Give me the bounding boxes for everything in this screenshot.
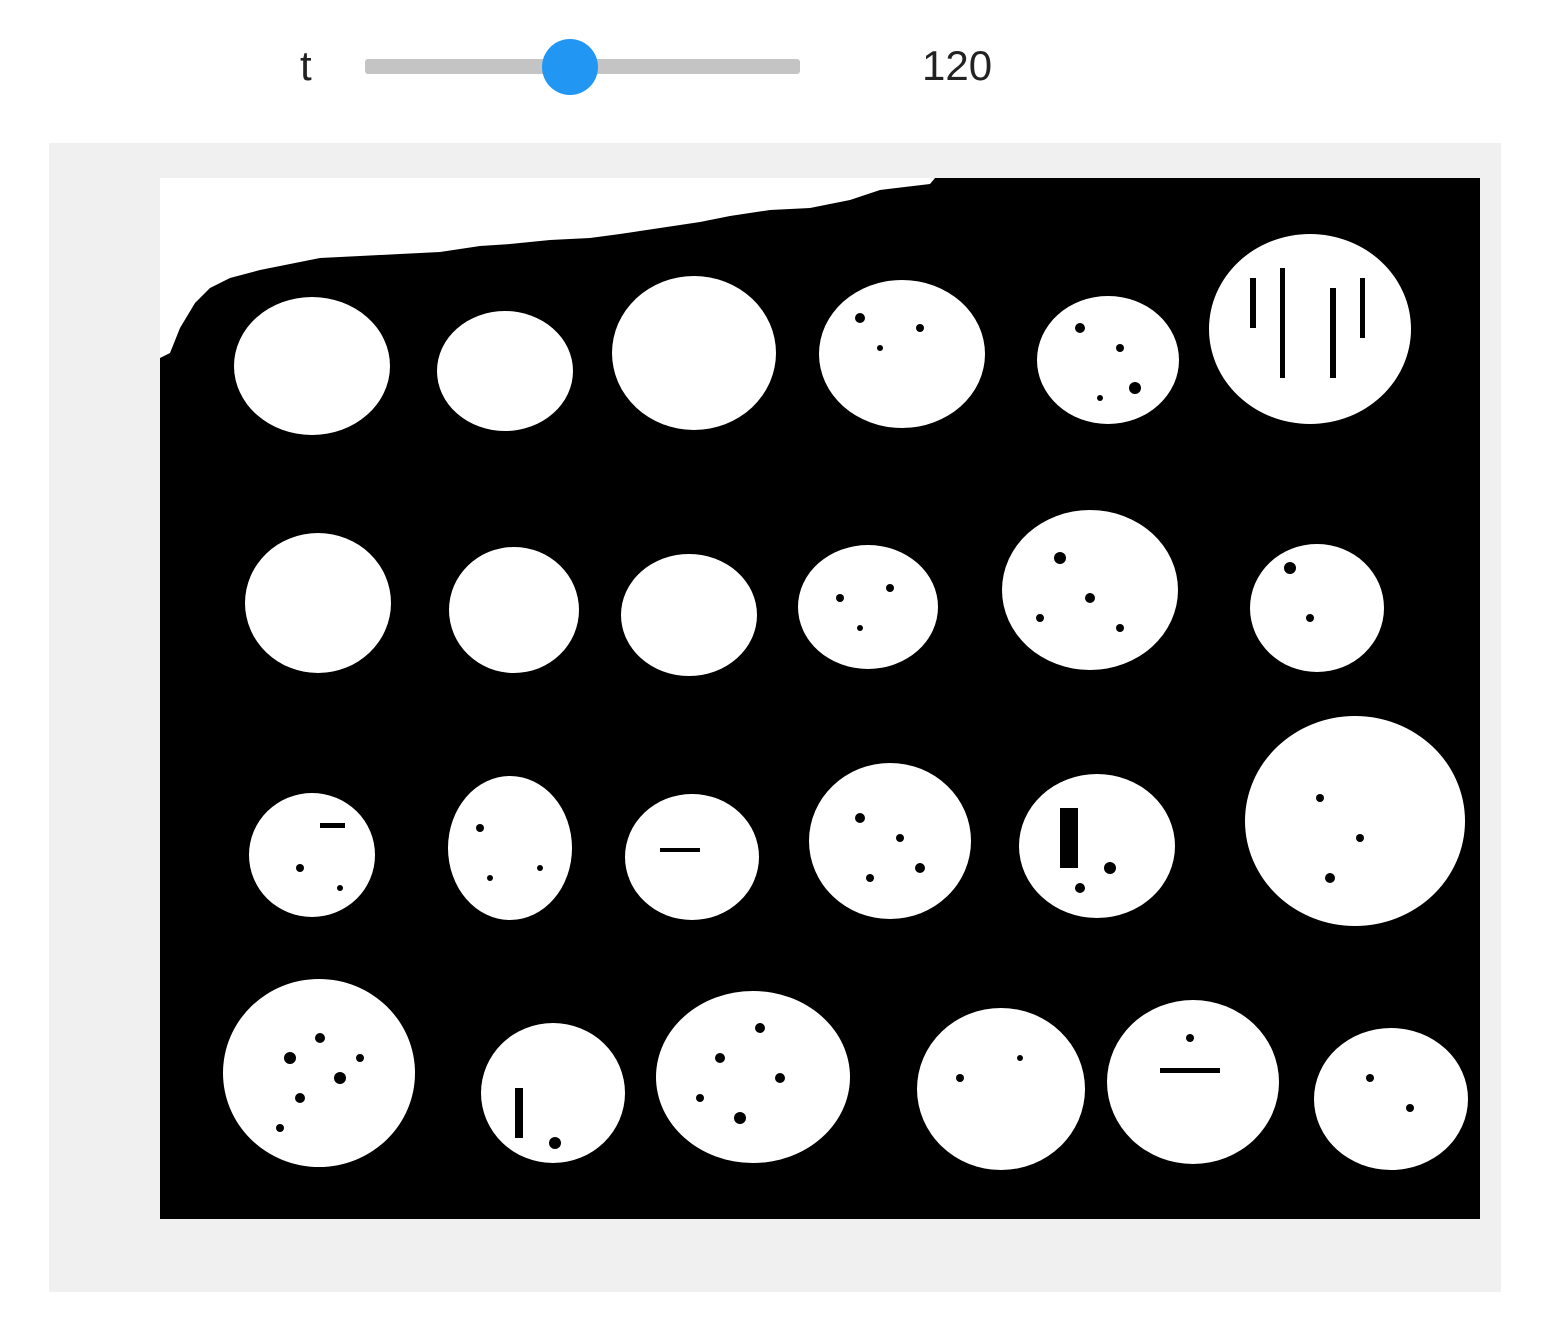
slider-label: t — [300, 42, 312, 89]
thresholded-coins-image — [160, 178, 1480, 1219]
slider-widget: t 120 — [0, 0, 1548, 135]
slider-handle[interactable] — [541, 39, 598, 95]
binary-image — [160, 178, 1468, 1170]
bright-background-region — [160, 178, 935, 358]
slider-value-readout: 120 — [922, 42, 993, 89]
coin-texture-speckles — [276, 268, 1414, 1149]
